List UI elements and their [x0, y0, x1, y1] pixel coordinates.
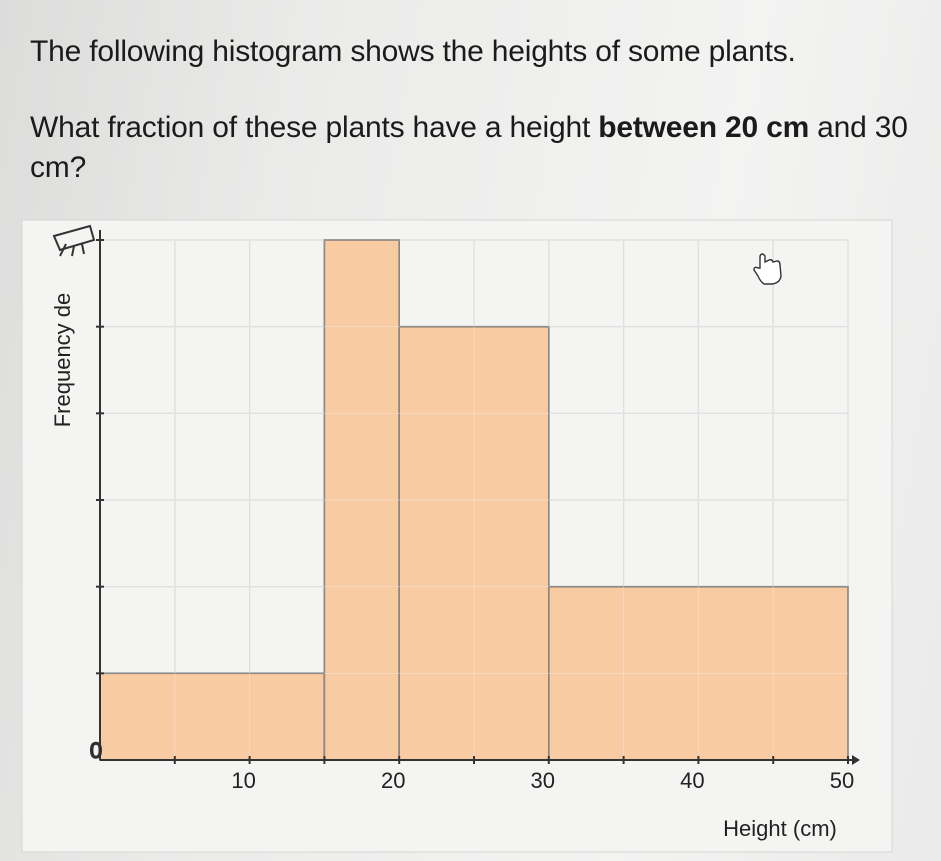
ruler-icon — [52, 224, 96, 257]
x-axis-arrow — [852, 755, 860, 765]
x-tick-label: 40 — [680, 768, 704, 793]
x-tick-label: 20 — [381, 768, 405, 793]
axis-layer — [96, 230, 860, 765]
x-tick-label: 50 — [830, 768, 854, 793]
x-axis-title: Height (cm) — [723, 816, 837, 841]
hand-cursor-icon — [753, 253, 782, 285]
question-text: The following histogram shows the height… — [30, 35, 796, 68]
histogram-bar-3 — [398, 325, 550, 761]
origin-marker-label: 0 — [90, 738, 102, 763]
histogram-bar-4 — [548, 585, 849, 761]
x-tick-label: 10 — [231, 768, 255, 793]
question-line-1: The following histogram shows the height… — [30, 32, 796, 72]
histogram-bar-1 — [99, 672, 326, 761]
question-line-2: What fraction of these plants have a hei… — [30, 108, 920, 188]
y-axis-title: Frequency de — [50, 293, 75, 428]
question-suffix: and 30 cm? — [30, 111, 908, 184]
question-prefix: What fraction of these plants have a hei… — [30, 111, 599, 144]
x-tick-label: 30 — [531, 768, 555, 793]
question-bold-range: between 20 cm — [598, 111, 810, 144]
label-layer: 0 Height (cm) Frequency de 10 20 30 40 50 — [50, 293, 854, 841]
histogram-bar-2 — [323, 239, 400, 761]
bar-layer — [99, 239, 849, 761]
